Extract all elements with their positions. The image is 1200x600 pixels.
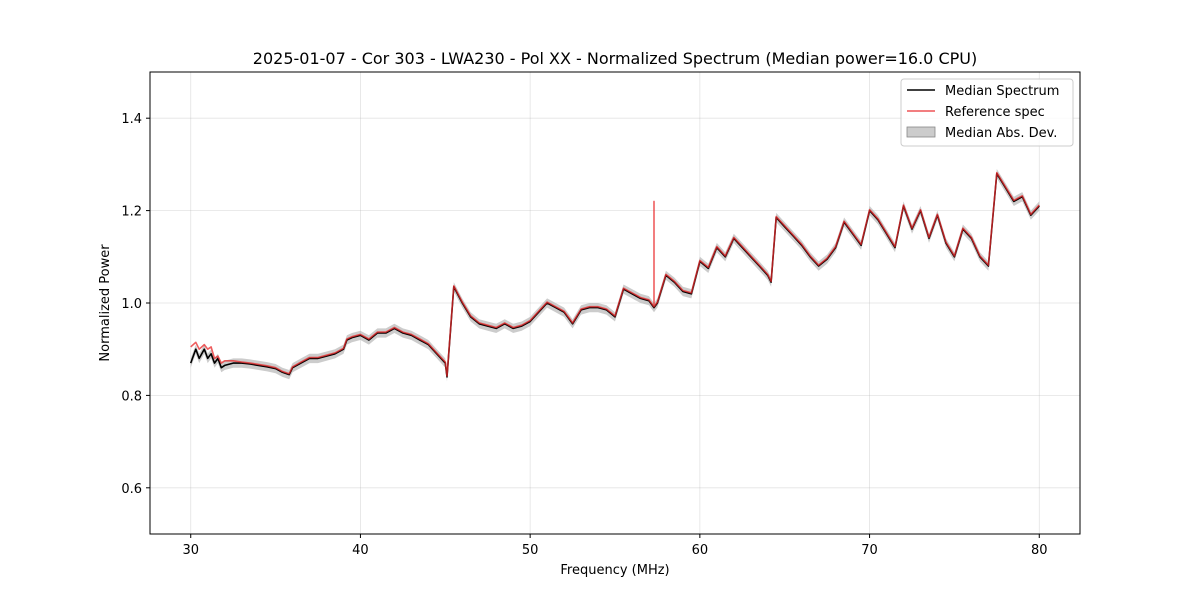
x-tick-label: 50 xyxy=(522,543,539,558)
legend-mad-swatch xyxy=(906,126,936,138)
legend: Median Spectrum Reference spec Median Ab… xyxy=(900,78,1074,147)
mad-band-layer xyxy=(190,169,1040,382)
legend-reference-label: Reference spec xyxy=(945,105,1045,120)
y-tick-label: 1.0 xyxy=(121,297,142,312)
median-spectrum-line xyxy=(189,172,1040,378)
gridlines xyxy=(150,72,1080,534)
y-tick-label: 1.4 xyxy=(121,112,142,127)
x-tick-label: 30 xyxy=(182,543,199,558)
y-axis-ticks: 0.6 0.8 1.0 1.2 1.4 xyxy=(121,112,150,497)
y-tick-label: 0.6 xyxy=(121,482,142,497)
legend-median-label: Median Spectrum xyxy=(945,84,1059,99)
x-axis-label: Frequency (MHz) xyxy=(560,563,669,578)
reference-spec-line xyxy=(190,171,1040,377)
legend-mad-label: Median Abs. Dev. xyxy=(945,126,1057,141)
legend-box xyxy=(900,78,1074,147)
x-tick-label: 40 xyxy=(352,543,369,558)
x-tick-label: 70 xyxy=(861,543,878,558)
y-tick-label: 1.2 xyxy=(121,205,142,220)
median-abs-dev-band xyxy=(190,169,1040,382)
x-axis-ticks: 30 40 50 60 70 80 xyxy=(182,534,1048,558)
chart-title: 2025-01-07 - Cor 303 - LWA230 - Pol XX -… xyxy=(253,49,977,68)
y-axis-label: Normalized Power xyxy=(98,244,113,362)
x-tick-label: 80 xyxy=(1031,543,1048,558)
series-layer xyxy=(189,171,1040,378)
y-tick-label: 0.8 xyxy=(121,389,142,404)
x-tick-label: 60 xyxy=(692,543,709,558)
